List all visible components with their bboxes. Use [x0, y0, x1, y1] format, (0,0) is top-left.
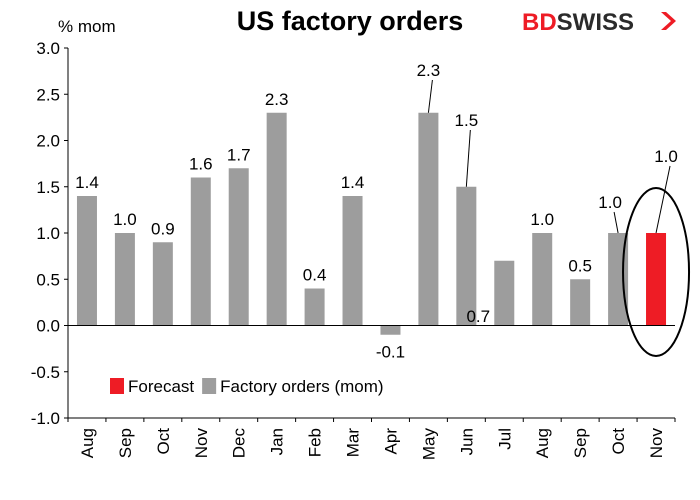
bar-dec-4 [228, 168, 249, 326]
legend-label-1: Factory orders (mom) [220, 377, 383, 396]
x-tick-label: Aug [78, 428, 97, 458]
legend-label-0: Forecast [128, 377, 194, 396]
x-tick-label: Aug [533, 428, 552, 458]
x-tick-label: Nov [647, 428, 666, 459]
y-tick-label: 2.5 [36, 85, 60, 104]
x-tick-label: Jun [457, 428, 476, 455]
bar-mar-7 [342, 196, 363, 326]
bar-sep-13 [570, 279, 591, 326]
data-label-10: 1.5 [455, 111, 479, 130]
y-tick-label: 1.5 [36, 178, 60, 197]
data-label-7: 1.4 [341, 173, 365, 192]
bar-oct-2 [152, 242, 173, 326]
x-tick-label: May [419, 428, 438, 461]
bar-feb-6 [304, 288, 325, 326]
bar-sep-1 [114, 233, 135, 326]
highlight-ellipse [622, 187, 691, 357]
x-tick-label: Jul [495, 428, 514, 450]
x-tick-label: Oct [609, 428, 628, 455]
y-tick-label: -0.5 [31, 363, 60, 382]
bar-may-9 [418, 112, 439, 326]
data-label-3: 1.6 [189, 155, 213, 174]
data-label-4: 1.7 [227, 145, 251, 164]
data-label-13: 0.5 [568, 256, 592, 275]
x-tick-label: Sep [116, 428, 135, 458]
y-tick-label: 0.0 [36, 317, 60, 336]
logo-chevron-icon [661, 12, 676, 30]
y-tick-label: 1.0 [36, 224, 60, 243]
legend-swatch-1 [202, 378, 217, 394]
y-tick-label: 2.0 [36, 132, 60, 151]
bar-jul-11 [494, 260, 515, 326]
svg-text:BDSWISS: BDSWISS [522, 9, 634, 36]
legend: Forecast Factory orders (mom) [110, 377, 384, 396]
bar-aug-0 [76, 196, 97, 326]
y-tick-label: 3.0 [36, 39, 60, 58]
chart-title: US factory orders [237, 6, 464, 36]
data-label-0: 1.4 [75, 173, 99, 192]
bar-jun-10 [456, 186, 477, 326]
data-label-9: 2.3 [417, 61, 441, 80]
bar-nov-15 [646, 233, 667, 326]
data-label-11: 0.7 [466, 307, 490, 326]
bar-nov-3 [190, 177, 211, 326]
x-tick-label: Feb [306, 428, 325, 457]
leader-line [427, 79, 433, 113]
data-label-2: 0.9 [151, 219, 175, 238]
brand-logo: BDSWISS [522, 9, 676, 36]
x-tick-label: Apr [381, 428, 400, 455]
data-label-12: 1.0 [530, 210, 554, 229]
logo-text-bd: BD [522, 9, 557, 36]
x-tick-label: Nov [192, 428, 211, 459]
logo-text-swiss: SWISS [557, 9, 634, 36]
leader-lines-layer [427, 79, 671, 234]
x-tick-label: Dec [230, 428, 249, 459]
axis-layer: -1.0 -0.5 0.0 0.5 1.0 1.5 2.0 2.5 3.0 [31, 39, 676, 428]
y-tick-label: -1.0 [31, 409, 60, 428]
data-label-14: 1.0 [598, 193, 622, 212]
bar-jan-5 [266, 112, 287, 326]
data-labels-layer: 1.4 1.0 0.9 1.6 1.7 2.3 0.4 1.4 -0.1 2.3 1.5 0.7 1.0… [75, 61, 678, 362]
y-axis-unit-label: % mom [58, 17, 116, 36]
data-label-5: 2.3 [265, 90, 289, 109]
bar-aug-12 [532, 233, 553, 326]
x-tick-label: Oct [154, 428, 173, 455]
legend-swatch-0 [110, 378, 124, 394]
x-tick-label: Sep [571, 428, 590, 458]
y-tick-label: 0.5 [36, 270, 60, 289]
data-label-15: 1.0 [654, 147, 678, 166]
bar-apr-8 [380, 325, 401, 335]
data-label-6: 0.4 [303, 266, 327, 285]
data-label-1: 1.0 [113, 210, 137, 229]
leader-line [613, 211, 619, 234]
x-tick-labels-layer: Aug Sep Oct Nov Dec Jan Feb Mar Apr May Jun Jul Aug S… [78, 428, 666, 461]
data-label-8: -0.1 [376, 343, 405, 362]
x-tick-label: Mar [344, 428, 363, 458]
leader-line [465, 129, 471, 187]
x-tick-label: Jan [268, 428, 287, 455]
leader-line [655, 165, 671, 234]
